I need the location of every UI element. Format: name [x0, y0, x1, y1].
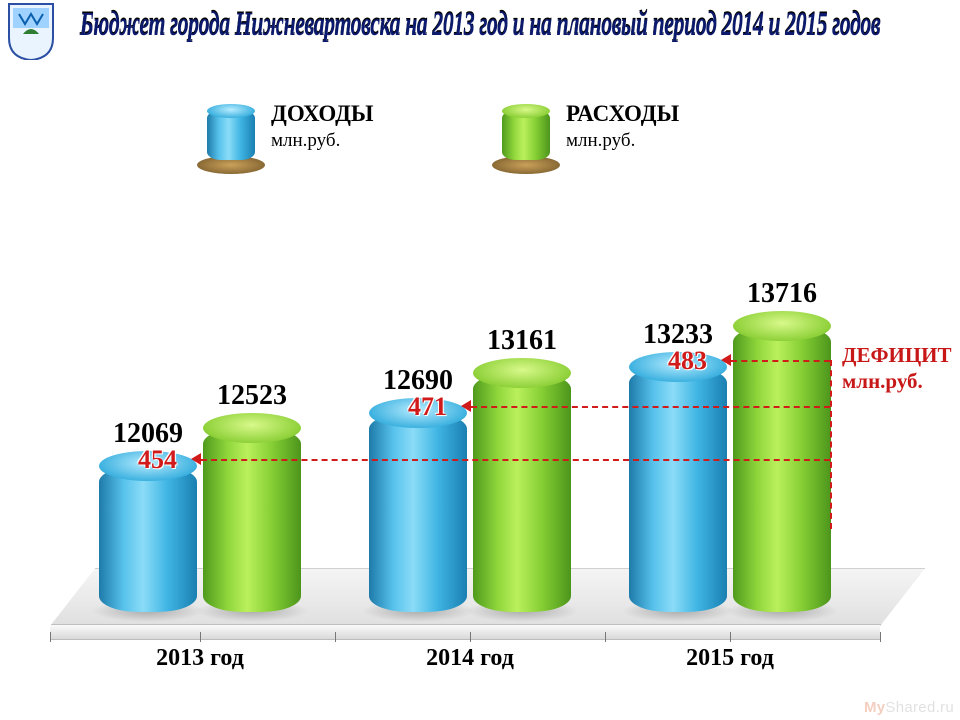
axis-label: 2013 год — [156, 645, 244, 672]
deficit-guide-h-0 — [201, 459, 830, 461]
legend-income-icon — [205, 100, 257, 172]
expense-2-value: 13716 — [747, 278, 817, 310]
expense-0-value: 12523 — [217, 380, 287, 412]
deficit-arrow-2 — [721, 354, 731, 366]
income-0-cylinder: 12069 — [99, 466, 197, 612]
income-1-cylinder: 12690 — [369, 413, 467, 612]
axis-boundary-tick — [880, 632, 881, 642]
deficit-title: ДЕФИЦИТ млн.руб. — [842, 342, 952, 395]
income-2-cylinder: 13233 — [629, 367, 727, 612]
watermark: MyShared.ru — [864, 699, 954, 716]
page-title-text: Бюджет города Нижневартовска на 2013 год… — [80, 4, 880, 44]
legend-expense: РАСХОДЫ млн.руб. — [500, 100, 679, 172]
budget-chart: 12069125232013 год45412690131612014 год4… — [50, 300, 880, 670]
deficit-guide-h-1 — [471, 406, 830, 408]
axis-label: 2015 год — [686, 645, 774, 672]
axis-tick — [730, 632, 731, 642]
expense-0-cylinder: 12523 — [203, 428, 301, 612]
legend-expense-label: РАСХОДЫ — [566, 100, 679, 129]
axis-tick — [200, 632, 201, 642]
expense-1-value: 13161 — [487, 325, 557, 357]
axis-boundary-tick — [605, 632, 606, 642]
legend-expense-unit: млн.руб. — [566, 129, 679, 153]
deficit-value-2: 483 — [668, 346, 707, 376]
axis-label: 2014 год — [426, 645, 514, 672]
legend-income-unit: млн.руб. — [271, 129, 374, 153]
axis-boundary-tick — [335, 632, 336, 642]
deficit-value-1: 471 — [408, 392, 447, 422]
deficit-arrow-1 — [461, 400, 471, 412]
deficit-guide-h-2 — [731, 360, 830, 362]
axis-boundary-tick — [50, 632, 51, 642]
deficit-title-line2: млн.руб. — [842, 368, 952, 394]
deficit-arrow-0 — [191, 453, 201, 465]
deficit-title-line1: ДЕФИЦИТ — [842, 342, 952, 368]
deficit-guide-vertical — [830, 360, 832, 529]
expense-1-cylinder: 13161 — [473, 373, 571, 612]
legend-expense-icon — [500, 100, 552, 172]
page-title: Бюджет города Нижневартовска на 2013 год… — [0, 4, 960, 30]
axis-tick — [470, 632, 471, 642]
legend-income-label: ДОХОДЫ — [271, 100, 374, 129]
deficit-value-0: 454 — [138, 445, 177, 475]
expense-2-cylinder: 13716 — [733, 326, 831, 612]
legend-income: ДОХОДЫ млн.руб. — [205, 100, 374, 172]
chart-front-edge — [50, 625, 880, 640]
